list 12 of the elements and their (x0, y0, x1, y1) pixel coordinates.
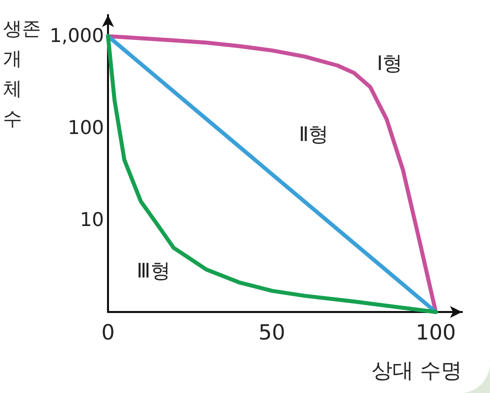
x-axis-title: 상대 수명 (371, 358, 462, 382)
y-tick-label: 100 (68, 117, 104, 140)
line-series (106, 34, 438, 314)
x-tick-label: 100 (416, 320, 456, 344)
y-axis-title: 생존 개체수 (3, 18, 41, 130)
y-tick-label: 10 (80, 209, 104, 232)
y-tick-label: 1,000 (50, 25, 104, 48)
x-tick-label: 50 (258, 320, 286, 344)
series-label: Ⅰ형 (376, 50, 403, 75)
series-label: Ⅲ형 (136, 258, 170, 283)
x-tick-label: 0 (101, 320, 115, 344)
series-label: Ⅱ형 (298, 122, 329, 146)
